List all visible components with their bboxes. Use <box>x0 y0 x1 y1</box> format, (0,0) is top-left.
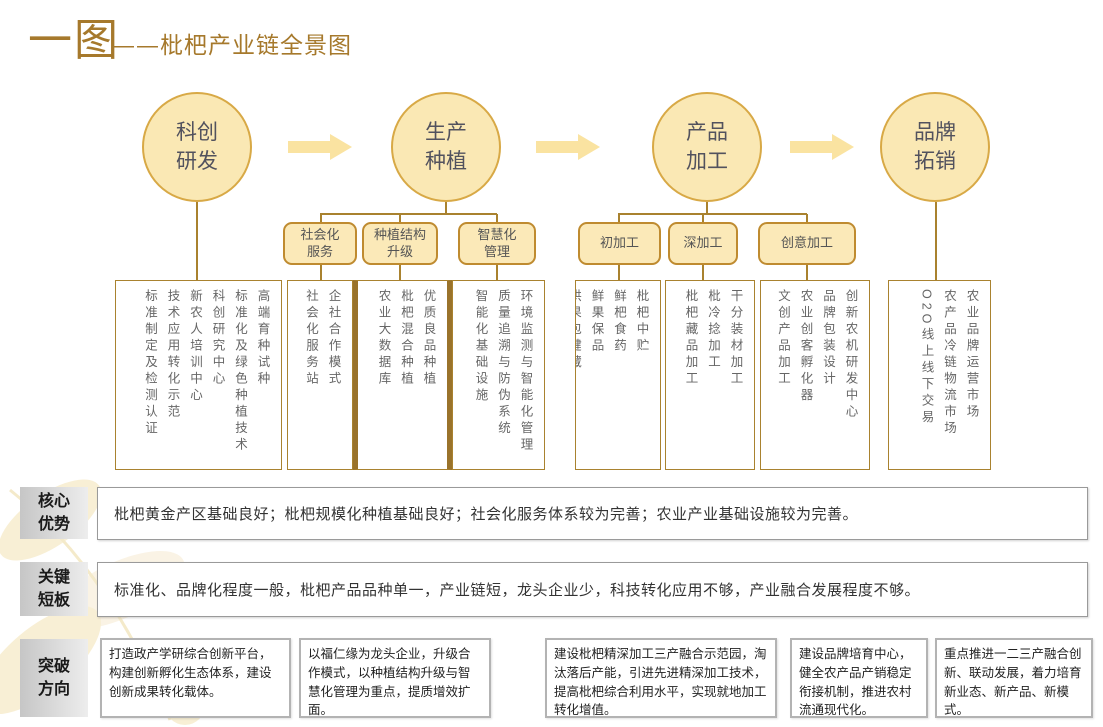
detail-item: 技术应用转化示范 <box>165 289 180 421</box>
connector-line <box>445 202 447 214</box>
sub-box-creative-processing: 创意加工 <box>758 222 856 265</box>
row-text-core-advantage: 枇杷黄金产区基础良好；枇杷规模化种植基础良好；社会化服务体系较为完善；农业产业基… <box>97 487 1088 540</box>
detail-item: 文创产品加工 <box>776 289 790 388</box>
connector-line <box>618 264 620 280</box>
detail-box-social-service: 企社合作模式 社会化服务站 <box>287 280 353 470</box>
detail-item: 干分装材加工 <box>728 289 743 388</box>
page-title-big: 一图 <box>28 15 120 66</box>
detail-item: 枇杷混合种植 <box>399 289 413 388</box>
detail-item: 枇杷藏品加工 <box>683 289 698 388</box>
detail-item: 新农人培训中心 <box>188 289 202 405</box>
detail-box-structure-upgrade: 优质良品种植 枇杷混合种植 农业大数据库 <box>353 280 452 470</box>
sub-box-primary-processing: 初加工 <box>578 222 661 265</box>
detail-item: 烘果包健藏 <box>575 289 581 372</box>
stage-circle-brand: 品牌 拓销 <box>880 92 990 202</box>
connector-line <box>399 214 401 223</box>
detail-item: 质量追溯与防伪系统 <box>496 289 510 438</box>
detail-item: 枇冷捻加工 <box>706 289 720 372</box>
sub-box-smart-management: 智慧化 管理 <box>458 222 536 265</box>
detail-box-creative-processing: 创新农机研发中心 品牌包装设计 农业创客孵化器 文创产品加工 <box>760 280 870 470</box>
connector-line <box>935 202 937 280</box>
breakthrough-box-4: 建设品牌培育中心，健全农产品产销稳定衔接机制，推进农村流通现代化。 <box>790 638 928 718</box>
breakthrough-box-5: 重点推进一二三产融合创新、联动发展，着力培育新业态、新产品、新模式。 <box>935 638 1093 718</box>
row-label-breakthrough: 突破 方向 <box>20 639 88 717</box>
detail-box-primary-processing: 枇杷中贮 鲜杷食药 鲜果保品 烘果包健藏 <box>575 280 661 470</box>
detail-box-rd: 高端育种试种 标准化及绿色种植技术 科创研究中心 新农人培训中心 技术应用转化示… <box>115 280 282 470</box>
detail-item: 农业品牌运营市场 <box>964 289 979 421</box>
detail-item: 环境监测与智能化管理 <box>518 289 533 454</box>
connector-line <box>320 214 322 223</box>
detail-item: 农业创客孵化器 <box>798 289 813 405</box>
connector-line <box>702 264 704 280</box>
row-text-key-shortcoming: 标准化、品牌化程度一般，枇杷产品品种单一，产业链短，龙头企业少，科技转化应用不够… <box>97 562 1088 617</box>
connector-line <box>706 202 708 214</box>
detail-item: 鲜杷食药 <box>612 289 626 355</box>
detail-box-smart-management: 环境监测与智能化管理 质量追溯与防伪系统 智能化基础设施 <box>452 280 545 470</box>
right-arrow-icon <box>536 134 602 160</box>
detail-item: 优质良品种植 <box>421 289 436 388</box>
right-arrow-icon <box>790 134 856 160</box>
stage-circle-planting: 生产 种植 <box>391 92 501 202</box>
connector-line <box>806 264 808 280</box>
connector-line <box>618 214 620 223</box>
detail-item: 科创研究中心 <box>210 289 225 388</box>
detail-item: 农业大数据库 <box>376 289 391 388</box>
detail-item: 品牌包装设计 <box>821 289 835 388</box>
page-title-rest: ——枇杷产业链全景图 <box>112 33 352 59</box>
detail-item: 创新农机研发中心 <box>843 289 858 421</box>
stage-circle-rd: 科创 研发 <box>142 92 252 202</box>
connector-line <box>320 213 497 215</box>
detail-item: 枇杷中贮 <box>634 289 649 355</box>
detail-item: 社会化服务站 <box>304 289 318 388</box>
stage-circle-processing: 产品 加工 <box>652 92 762 202</box>
detail-item: 农产品冷链物流市场 <box>942 289 956 438</box>
sub-box-structure-upgrade: 种植结构 升级 <box>362 222 438 265</box>
row-label-key-shortcoming: 关键 短板 <box>20 562 88 616</box>
detail-item: 智能化基础设施 <box>473 289 488 405</box>
breakthrough-box-1: 打造政产学研综合创新平台，构建创新孵化生态体系，建设创新成果转化载体。 <box>100 638 291 718</box>
detail-item: 鲜果保品 <box>589 289 604 355</box>
row-label-core-advantage: 核心 优势 <box>20 487 88 539</box>
connector-line <box>496 214 498 223</box>
detail-box-brand: 农业品牌运营市场 农产品冷链物流市场 O2O线上线下交易 <box>888 280 991 470</box>
sub-box-social-service: 社会化 服务 <box>283 222 357 265</box>
detail-item: 标准化及绿色种植技术 <box>233 289 247 454</box>
connector-line <box>399 264 401 280</box>
connector-line <box>618 213 807 215</box>
breakthrough-box-3: 建设枇杷精深加工三产融合示范园，淘汰落后产能，引进先进精深加工技术，提高枇杷综合… <box>545 638 777 718</box>
connector-line <box>702 214 704 223</box>
detail-item: 标准制定及检测认证 <box>143 289 157 438</box>
connector-line <box>196 202 198 280</box>
detail-box-deep-processing: 干分装材加工 枇冷捻加工 枇杷藏品加工 <box>665 280 755 470</box>
detail-item: 企社合作模式 <box>326 289 341 388</box>
connector-line <box>496 264 498 280</box>
breakthrough-box-2: 以福仁缘为龙头企业，升级合作模式，以种植结构升级与智慧化管理为重点，提质增效扩面… <box>299 638 491 718</box>
connector-line <box>806 214 808 223</box>
connector-line <box>320 264 322 280</box>
detail-item: 高端育种试种 <box>255 289 270 388</box>
right-arrow-icon <box>288 134 354 160</box>
sub-box-deep-processing: 深加工 <box>668 222 738 265</box>
detail-item: O2O线上线下交易 <box>919 289 934 427</box>
